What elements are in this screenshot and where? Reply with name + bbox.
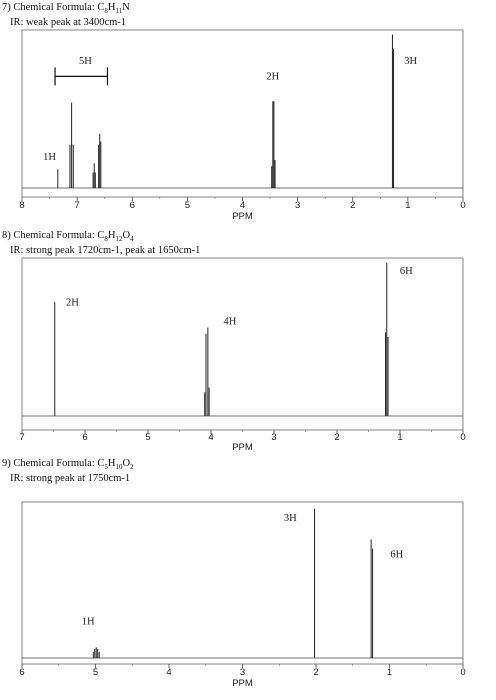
x-tick-label: 4 <box>166 667 171 678</box>
problem-8-formula-text: Chemical Formula: C8H12O4 <box>13 230 134 244</box>
problem-8-number: 8) <box>2 230 11 241</box>
x-axis-title: PPM <box>232 211 253 222</box>
x-tick-label: 6 <box>82 432 87 443</box>
spectrum-7: 8 7 6 5 4 3 2 1 0 PPM 1H 5H 2H 3H <box>19 29 466 222</box>
x-tick-label: 0 <box>460 667 465 678</box>
problem-7-ir: IR: weak peak at 3400cm-1 <box>10 17 127 29</box>
x-tick-label: 7 <box>19 432 24 443</box>
x-tick-label: 1 <box>397 432 402 443</box>
plot-frame <box>21 257 464 431</box>
problem-9-formula: 9) Chemical Formula: C5H10O2 <box>2 458 134 473</box>
problem-9-formula-text: Chemical Formula: C5H10O2 <box>13 458 134 472</box>
problem-7-formula-text: Chemical Formula: C8H11N <box>13 2 130 16</box>
x-tick-label: 0 <box>460 200 465 211</box>
integration-label: 6H <box>400 266 413 277</box>
x-tick-label: 4 <box>208 432 213 443</box>
problem-7-number: 7) <box>2 2 11 13</box>
x-tick-label: 0 <box>460 432 465 443</box>
x-tick-label: 5 <box>185 200 190 211</box>
x-tick-label: 5 <box>93 667 98 678</box>
integration-label: 5H <box>79 56 92 67</box>
x-tick-label: 4 <box>240 200 245 211</box>
x-tick-label: 6 <box>130 200 135 211</box>
problem-9-header: 9) Chemical Formula: C5H10O2 IR: strong … <box>2 458 134 485</box>
integration-label: 3H <box>404 56 417 67</box>
integration-label: 3H <box>284 513 297 524</box>
integration-label: 1H <box>43 152 56 163</box>
problem-7-header: 7) Chemical Formula: C8H11N IR: weak pea… <box>2 2 130 29</box>
x-tick-label: 3 <box>271 432 276 443</box>
problem-9-number: 9) <box>2 458 11 469</box>
x-axis-title: PPM <box>232 442 253 453</box>
x-tick-label: 3 <box>240 667 245 678</box>
x-tick-label: 3 <box>295 200 300 211</box>
x-tick-label: 5 <box>145 432 150 443</box>
integration-label: 2H <box>66 297 79 308</box>
x-tick-label: 1 <box>405 200 410 211</box>
plot-frame <box>21 501 464 665</box>
integration-label: 2H <box>266 72 279 83</box>
problem-9-ir: IR: strong peak at 1750cm-1 <box>10 473 131 485</box>
integration-label: 1H <box>82 617 95 628</box>
problem-7-formula: 7) Chemical Formula: C8H11N <box>2 2 130 17</box>
x-tick-label: 2 <box>334 432 339 443</box>
spectrum-9: 6 5 4 3 2 1 0 PPM 1H 3H 6H <box>19 501 466 689</box>
spectrum-8: 7 6 5 4 3 2 1 0 PPM 2H 4H 6H <box>19 257 466 453</box>
x-tick-label: 6 <box>19 667 24 678</box>
problem-8-header: 8) Chemical Formula: C8H12O4 IR: strong … <box>2 230 200 257</box>
x-tick-label: 7 <box>74 200 79 211</box>
x-tick-label: 8 <box>19 200 24 211</box>
problem-8-formula: 8) Chemical Formula: C8H12O4 <box>2 230 200 245</box>
integration-label: 4H <box>223 316 236 327</box>
x-tick-label: 1 <box>387 667 392 678</box>
problem-8-ir: IR: strong peak 1720cm-1, peak at 1650cm… <box>10 245 201 257</box>
x-tick-label: 2 <box>350 200 355 211</box>
integration-label: 6H <box>390 550 403 561</box>
x-tick-label: 2 <box>313 667 318 678</box>
x-axis-title: PPM <box>232 678 253 689</box>
